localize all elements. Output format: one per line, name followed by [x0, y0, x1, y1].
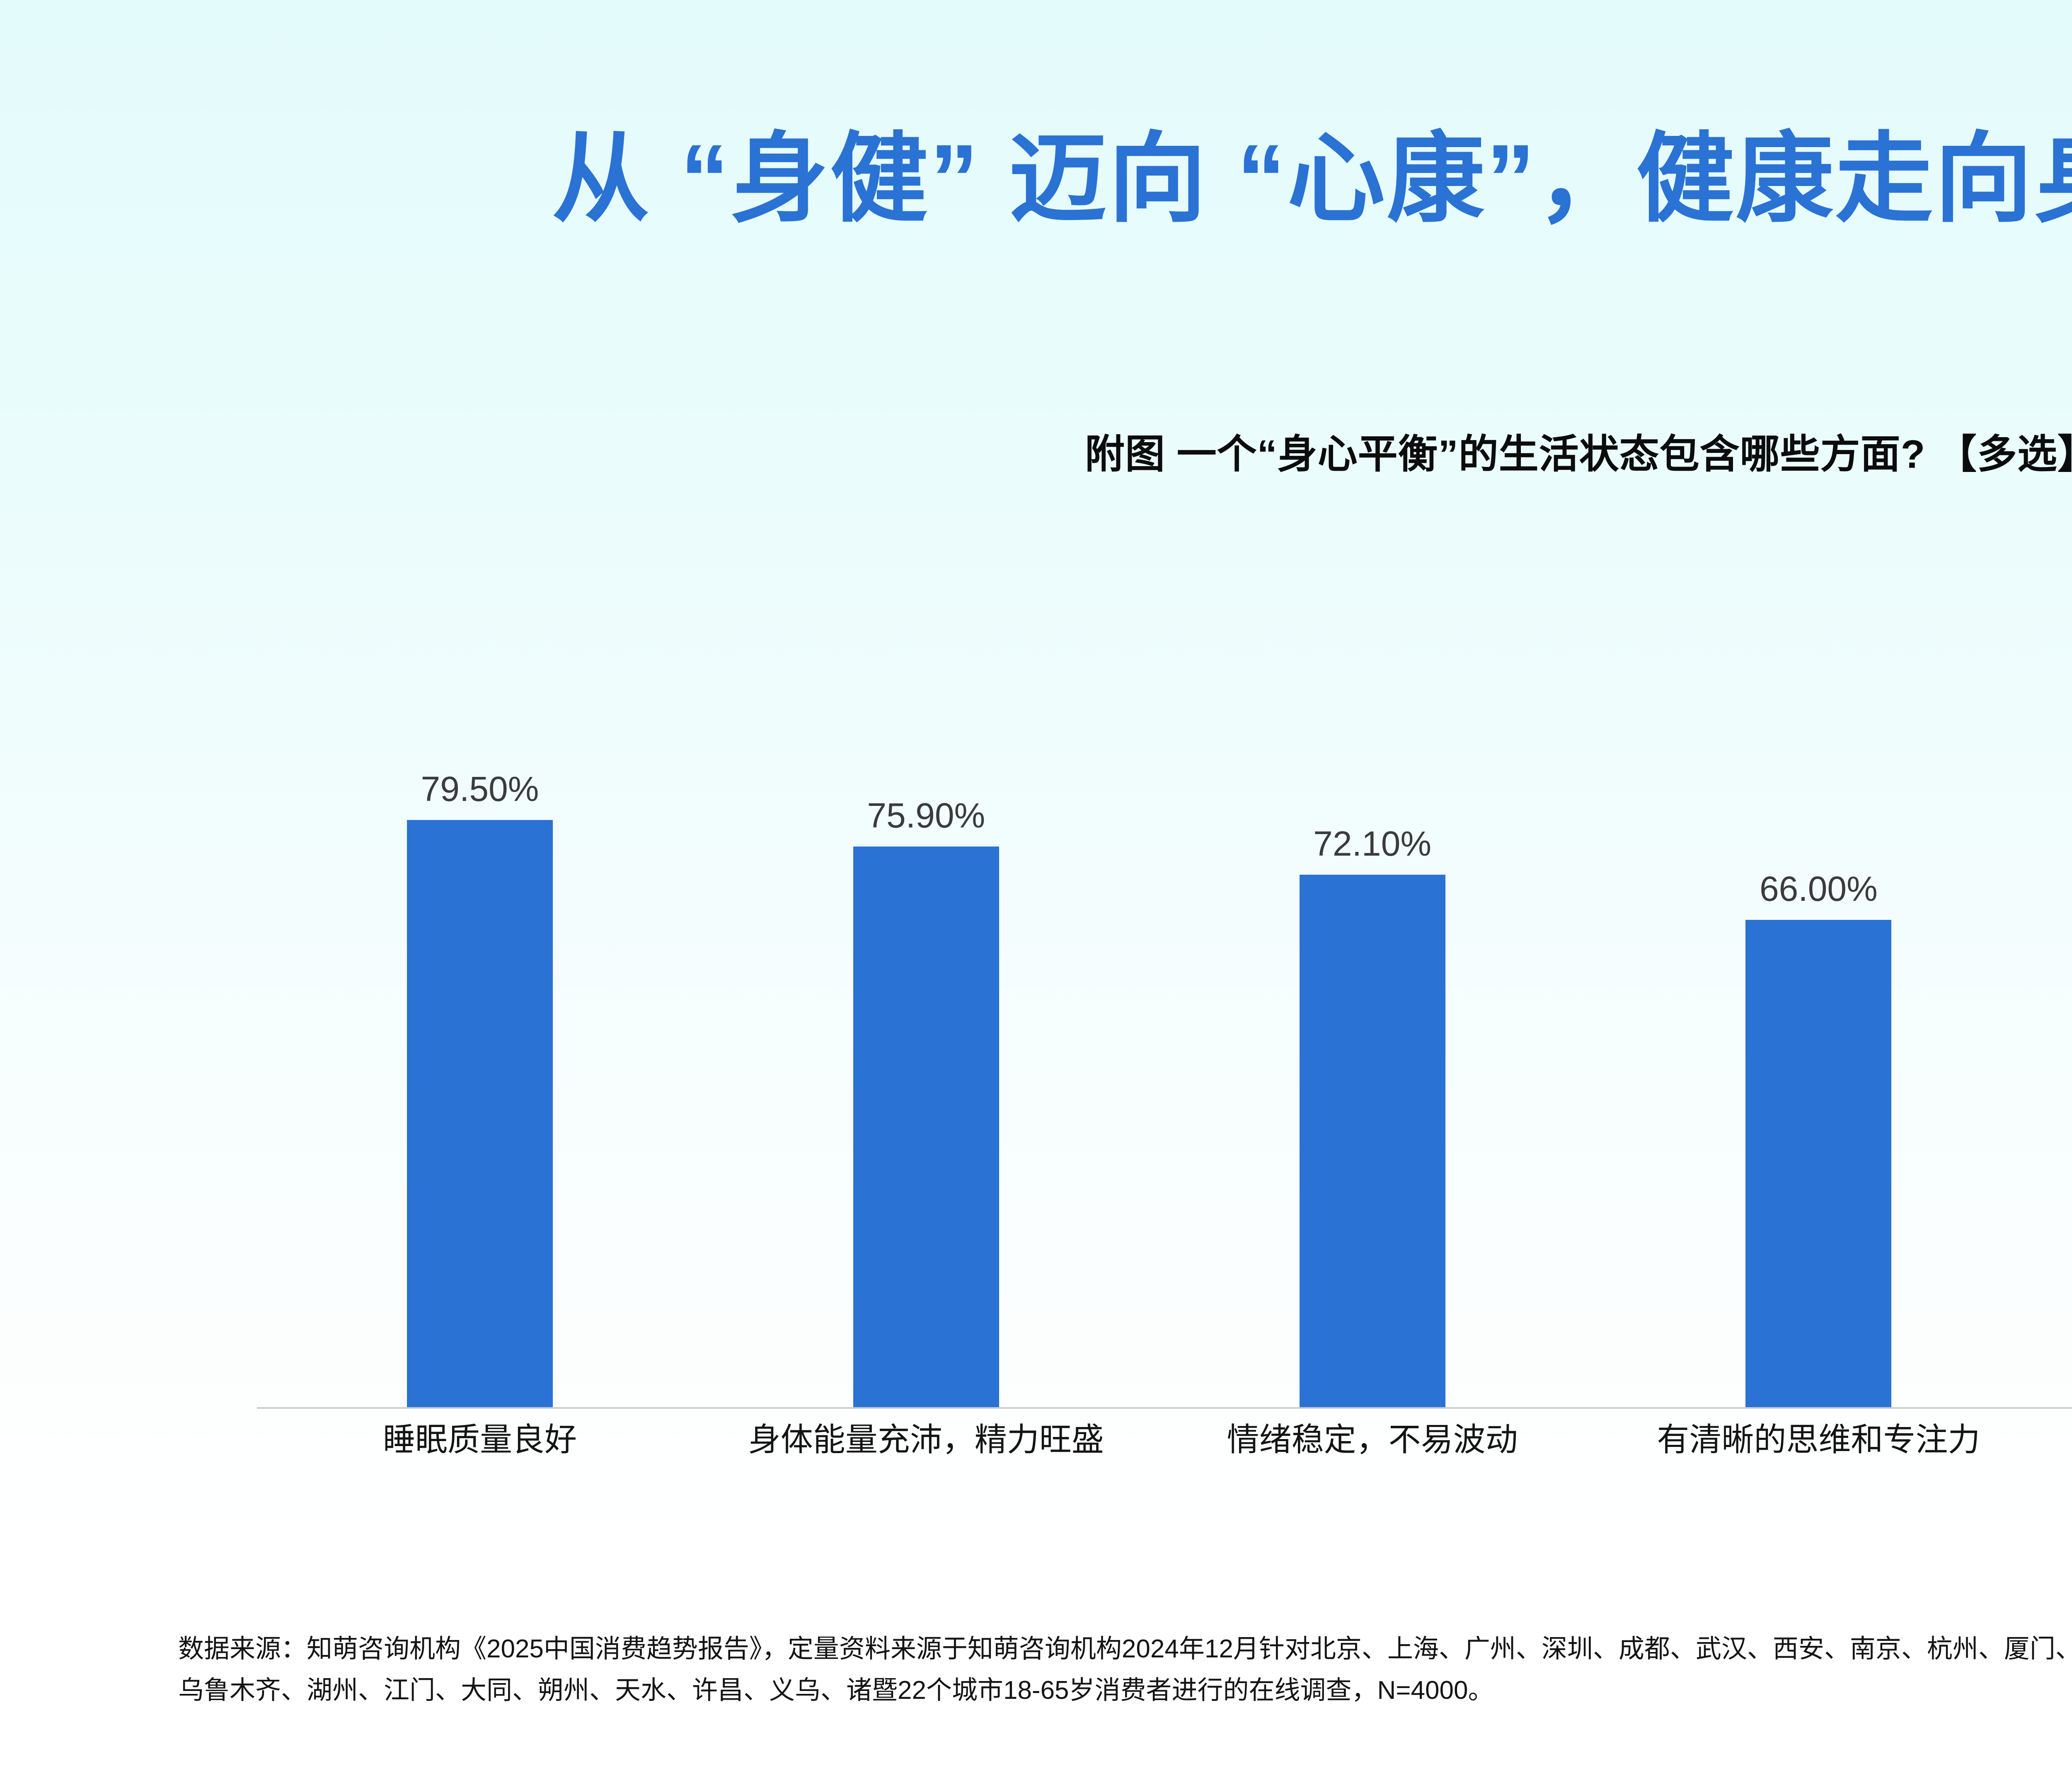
bar-group: 75.90% — [703, 572, 1149, 1409]
source-footnote: 数据来源：知萌咨询机构《2025中国消费趋势报告》，定量资料来源于知萌咨询机构2… — [178, 1628, 2072, 1712]
bar-rect[interactable] — [1745, 920, 1892, 1409]
bar-value-label: 75.90% — [867, 796, 985, 835]
bar-value-label: 72.10% — [1313, 824, 1432, 864]
bar-value-label: 66.00% — [1759, 869, 1878, 909]
bar-rect[interactable] — [407, 820, 553, 1409]
x-axis-tick-label: 有清晰的思维和专注力 — [1657, 1421, 1980, 1458]
source-footnote-line-1: 数据来源：知萌咨询机构《2025中国消费趋势报告》，定量资料来源于知萌咨询机构2… — [178, 1635, 2072, 1663]
bar-group: 66.00% — [1595, 572, 2041, 1409]
x-axis-line — [257, 1407, 2072, 1409]
source-footnote-line-2: 乌鲁木齐、湖州、江门、大同、朔州、天水、许昌、义乌、诸暨22个城市18-65岁消… — [178, 1676, 1494, 1705]
bar-group: 72.10% — [1150, 572, 1595, 1409]
chart-plot-area: 79.50% 75.90% 72.10% 66.00% 64.80% 56.80… — [257, 572, 2072, 1409]
bar-value-label: 79.50% — [421, 769, 539, 808]
bar-group: 79.50% — [257, 572, 703, 1409]
bar-rect[interactable] — [1299, 875, 1445, 1409]
x-axis-category-labels: 睡眠质量良好 身体能量充沛，精力旺盛 情绪稳定，不易波动 有清晰的思维和专注力 … — [257, 1414, 2072, 1460]
page-title: 从 “身健” 迈向 “心康”，健康走向身心共养时代 — [552, 124, 2072, 234]
bar-group: 64.80% — [2042, 572, 2072, 1409]
x-axis-tick-label: 自我接纳和心情愉悦 — [2042, 1414, 2072, 1460]
chart-subtitle: 附图 一个“身心平衡”的生活状态包含哪些方面? 【多选】 — [1085, 432, 2072, 477]
x-axis-tick-label: 睡眠质量良好 — [382, 1421, 577, 1458]
bar-rect[interactable] — [853, 847, 999, 1409]
x-axis-tick-label: 身体能量充沛，精力旺盛 — [748, 1421, 1104, 1458]
bar-series: 79.50% 75.90% 72.10% 66.00% 64.80% 56.80… — [257, 572, 2072, 1409]
x-axis-tick-label: 情绪稳定，不易波动 — [1227, 1421, 1518, 1458]
